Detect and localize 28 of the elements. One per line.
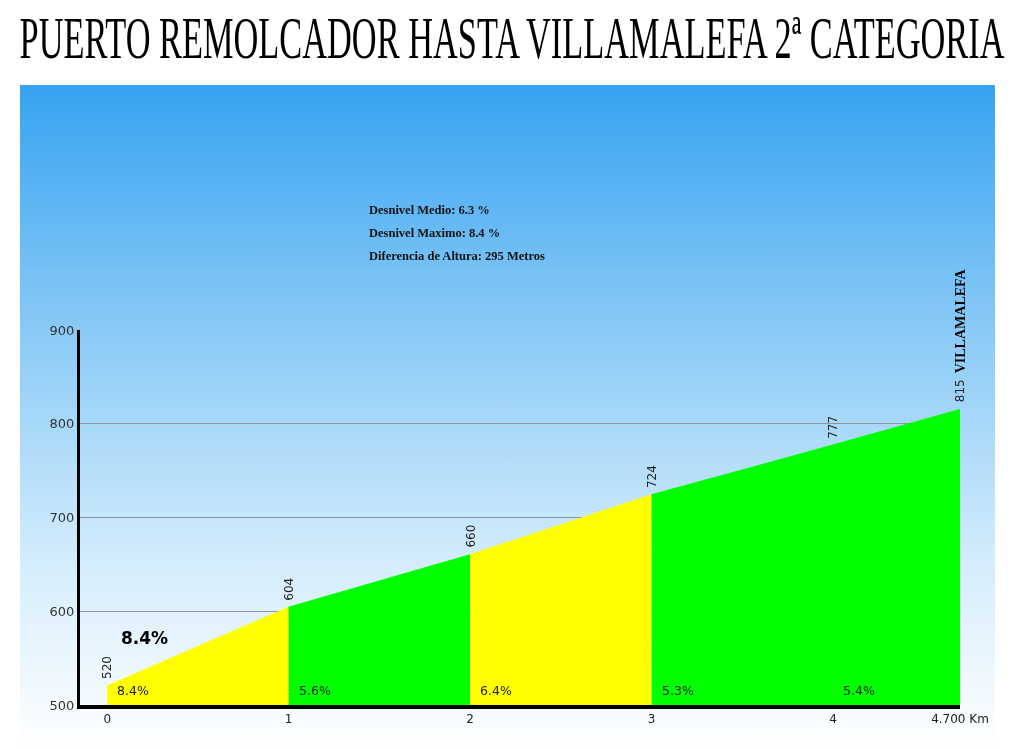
data-label: 520 [100,656,115,679]
x-tick-label: 4 [829,712,837,727]
chart-title: PUERTO REMOLCADOR HASTA VILLAMALEFA 2ª CATEGORIA [19,4,1005,73]
data-label: 777 [826,415,841,439]
y-tick-label: 900 [49,322,75,338]
x-tick-label: 3 [647,712,656,727]
annotation: 8.4% [121,628,169,648]
data-label: 815 [952,379,967,403]
text: Diferencia de Altura: 295 Metros [369,249,546,263]
annotation: VILLAMALEFA [952,268,968,374]
text: Desnivel Medio: 6.3 % [369,203,490,217]
x-tick-label: 4.700 Km [931,712,989,727]
x-tick-label: 0 [103,712,112,727]
annotation: 6.4% [480,683,512,698]
annotation: 5.6% [299,683,331,698]
y-tick-label: 700 [49,510,75,526]
data-label: 660 [463,524,478,548]
y-tick-label: 500 [49,697,75,713]
data-label: 724 [645,465,660,489]
annotation: 5.3% [662,683,694,698]
y-tick-label: 600 [49,603,75,619]
data-label: 604 [281,577,296,601]
y-tick-label: 800 [49,416,75,432]
annotation: 8.4% [117,683,149,698]
x-tick-label: 1 [284,712,293,727]
text: Desnivel Maximo: 8.4 % [369,226,501,240]
x-tick-label: 2 [466,712,474,727]
annotation: 5.4% [843,683,875,698]
